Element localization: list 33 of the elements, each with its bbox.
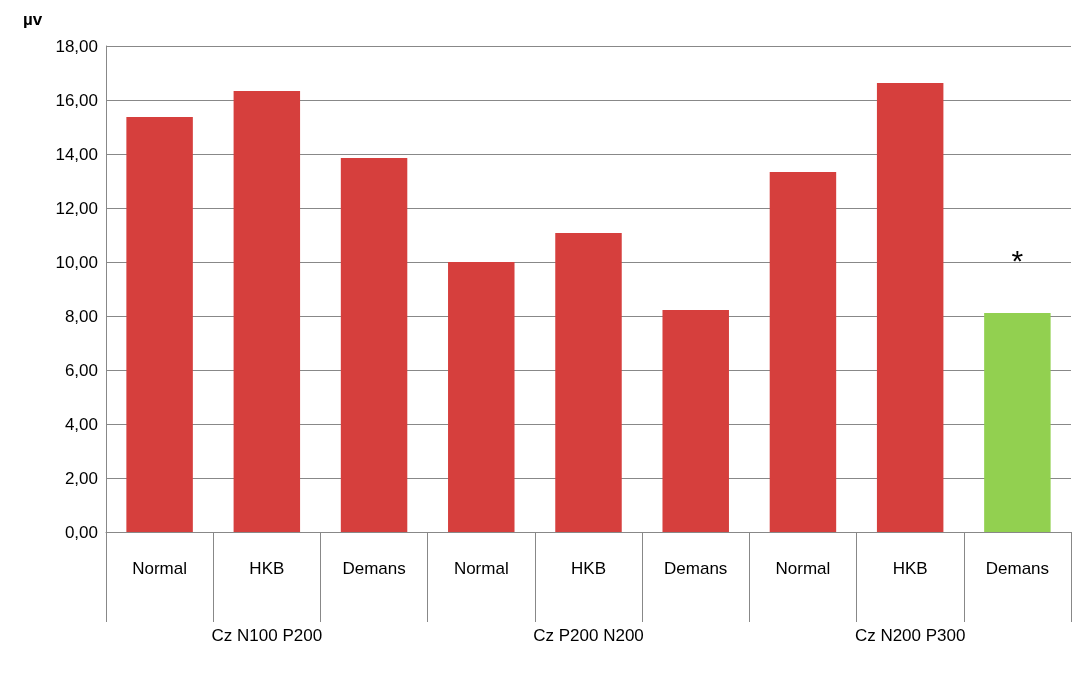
bar	[340, 158, 408, 532]
x-tick-label: Demans	[664, 559, 728, 578]
y-axis-title: µv	[23, 10, 43, 29]
x-tick-label: Normal	[775, 559, 831, 578]
y-tick-label: 2,00	[64, 468, 98, 488]
text: Cz N100 P200	[211, 626, 323, 645]
y-tick-label: 10,00	[55, 252, 98, 272]
y-tick-label: 14,00	[55, 144, 98, 164]
bar	[662, 310, 729, 532]
bar	[984, 313, 1051, 532]
bar	[769, 172, 837, 532]
bar	[555, 233, 622, 532]
x-tick-label: Demans	[985, 559, 1050, 578]
data-label: *	[1011, 243, 1024, 277]
x-tick-label: Normal	[132, 559, 188, 578]
y-tick-label: 16,00	[55, 90, 98, 110]
bar	[448, 262, 515, 532]
y-tick-label: 4,00	[64, 414, 98, 434]
x-tick-label: HKB	[571, 559, 606, 578]
y-tick-label: 0,00	[64, 522, 98, 542]
bar	[233, 91, 301, 532]
x-tick-label: Demans	[342, 559, 406, 578]
y-tick-label: 6,00	[64, 360, 98, 380]
x-tick-label: HKB	[892, 559, 928, 578]
x-tick-label: Normal	[453, 559, 509, 578]
bar	[126, 117, 193, 532]
x-tick-label: HKB	[249, 559, 285, 578]
bar	[876, 82, 944, 532]
text: Cz P200 N200	[533, 626, 644, 645]
y-tick-label: 18,00	[55, 36, 98, 56]
text: Cz N200 P300	[854, 626, 966, 645]
y-tick-label: 12,00	[55, 198, 98, 218]
y-tick-label: 8,00	[64, 306, 98, 326]
